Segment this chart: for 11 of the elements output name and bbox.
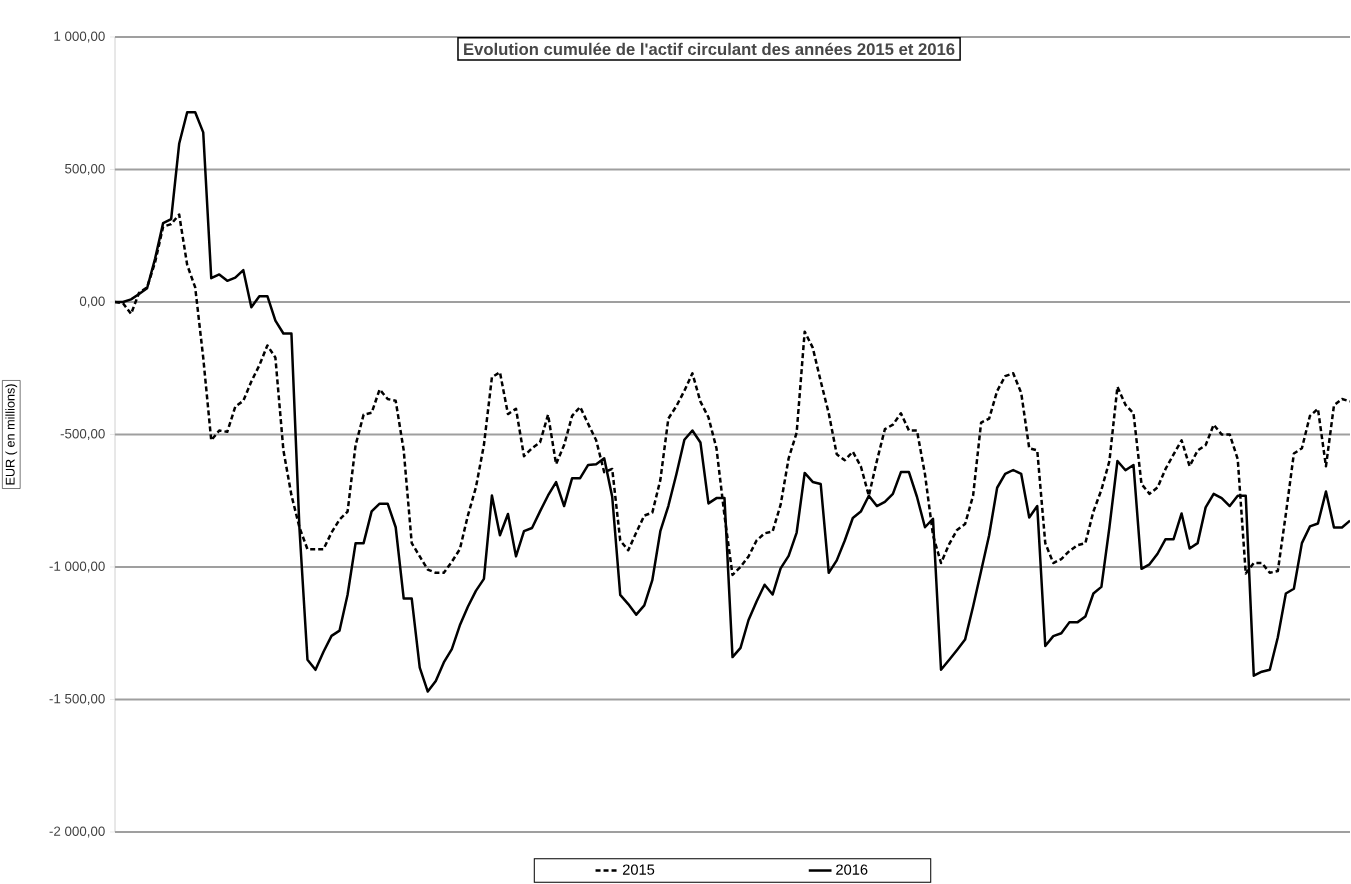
y-tick-label: -500,00 bbox=[60, 428, 105, 441]
y-tick-label: 0,00 bbox=[79, 296, 105, 308]
y-tick-label: 1 000,00 bbox=[54, 31, 105, 43]
y-tick-label: -2 000,00 bbox=[49, 826, 105, 838]
chart-title: Evolution cumulée de l'actif circulant des années 2015 et 2016 bbox=[464, 42, 955, 56]
y-axis-title: EUR ( en millions) bbox=[5, 384, 18, 485]
y-tick-label: -1 500,00 bbox=[49, 693, 105, 705]
y-tick-label: 500,00 bbox=[65, 163, 105, 176]
legend-label: 2015 bbox=[622, 864, 655, 875]
y-tick-label: -1 000,00 bbox=[49, 561, 105, 573]
legend-label: 2016 bbox=[836, 864, 868, 875]
